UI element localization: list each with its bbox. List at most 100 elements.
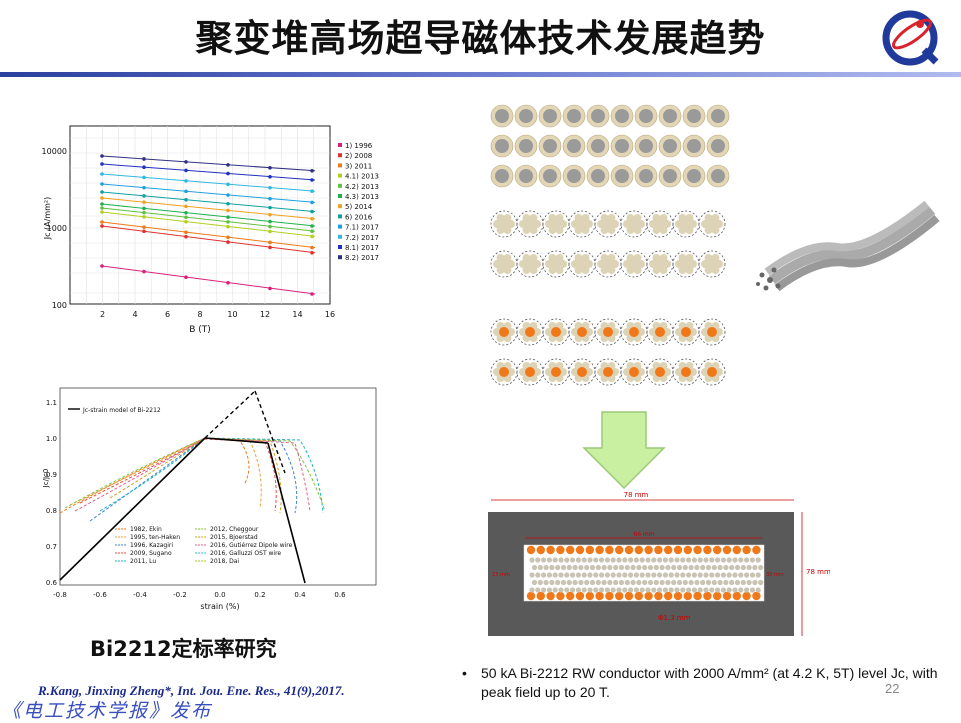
strand-wire	[574, 266, 583, 275]
inner-strand	[601, 579, 607, 586]
strain-data-curve	[69, 437, 262, 509]
strand-core	[639, 109, 653, 123]
inner-strand	[601, 564, 607, 571]
jc-series-line	[101, 191, 316, 213]
strand-core	[519, 109, 533, 123]
strand-wire	[607, 226, 616, 235]
jc-data-point	[142, 175, 146, 180]
strain-y-tick: 0.7	[46, 543, 57, 551]
strand-wire	[704, 253, 713, 262]
strand-wire	[701, 220, 709, 228]
inner-strand	[604, 557, 610, 563]
strand-wire	[533, 260, 541, 268]
jc-data-point	[226, 193, 230, 197]
strand-wire	[708, 260, 716, 268]
inner-strand	[566, 579, 572, 586]
inner-strand	[575, 587, 581, 593]
page-title: 聚变堆高场超导磁体技术发展趋势	[195, 17, 766, 60]
inner-strand	[755, 557, 761, 563]
outer-strand	[546, 591, 555, 601]
strain-x-tick: 0.2	[254, 591, 265, 599]
strain-data-curve	[64, 437, 326, 512]
strain-legend-entry: 2016, Galluzzi OST wire	[210, 550, 281, 557]
inner-strand	[732, 587, 738, 593]
strand-core	[543, 169, 557, 183]
inner-strand	[616, 587, 622, 593]
jc-data-point	[100, 202, 104, 206]
strand-wire	[630, 260, 638, 268]
inner-strand	[680, 587, 686, 593]
inner-strand	[717, 564, 723, 571]
jc-data-point	[226, 281, 230, 285]
inner-strand	[694, 579, 700, 586]
jc-data-point	[100, 224, 104, 228]
inner-strand	[587, 557, 593, 563]
strand-wire	[545, 368, 553, 376]
inner-strand	[752, 579, 758, 586]
strand-wire	[633, 226, 642, 235]
outer-strand	[644, 545, 653, 555]
strand-wire	[548, 213, 557, 222]
strand-core	[543, 109, 557, 123]
jc-data-point	[100, 196, 104, 200]
inner-strand	[529, 587, 535, 593]
strand-core	[495, 139, 509, 153]
jc-data-point	[142, 194, 146, 198]
strand-wire	[571, 260, 579, 268]
jc-legend-entry: 7.1) 2017	[345, 224, 379, 232]
strand-wire	[555, 213, 564, 222]
strand-wire	[548, 226, 557, 235]
jc-data-point	[184, 215, 188, 220]
jc-series-line	[101, 211, 316, 237]
outer-strand	[595, 545, 604, 555]
strand-wire	[519, 328, 527, 336]
inner-strand	[651, 557, 657, 563]
strand-wire	[623, 368, 631, 376]
inner-strand	[723, 564, 729, 571]
strand-wire	[675, 328, 683, 336]
outer-strand	[664, 545, 673, 555]
outer-strand	[546, 545, 555, 555]
inner-strand	[628, 587, 634, 593]
jc-data-point	[184, 179, 188, 183]
inner-strand	[645, 587, 651, 593]
inner-strand	[607, 579, 613, 586]
jc-ylabel: Jc (A/mm²)	[43, 197, 52, 241]
strand-wire	[552, 260, 560, 268]
strand-orange-core	[577, 367, 587, 377]
jc-legend-marker	[338, 194, 342, 198]
strand-wire	[685, 213, 694, 222]
jc-data-point	[226, 208, 230, 213]
inner-strand	[720, 572, 726, 578]
strand-wire	[529, 226, 538, 235]
inner-strand	[697, 572, 703, 578]
strand-wire	[689, 260, 697, 268]
strand-wire	[585, 328, 593, 336]
inner-strand	[653, 564, 659, 571]
strand-wire	[545, 328, 553, 336]
inner-strand	[703, 572, 709, 578]
inner-strand	[744, 587, 750, 593]
inner-strand	[662, 572, 668, 578]
strand-core	[615, 169, 629, 183]
inner-strand	[552, 587, 558, 593]
inner-strand	[529, 572, 535, 578]
inner-strand	[549, 579, 555, 586]
strand-wire	[633, 253, 642, 262]
jc-series-line	[101, 207, 316, 232]
outer-strand	[742, 545, 751, 555]
strand-wire	[711, 253, 720, 262]
strand-wire	[500, 260, 508, 268]
inner-strand	[560, 579, 567, 586]
inner-strand	[599, 557, 605, 563]
jc-x-tick: 16	[325, 310, 335, 319]
inner-strand	[636, 564, 642, 571]
inner-strand	[613, 579, 619, 586]
jc-data-point	[310, 229, 314, 233]
inner-strand	[570, 587, 576, 593]
inner-strand	[570, 572, 576, 578]
inner-strand	[560, 564, 567, 571]
strand-wire	[682, 220, 690, 228]
jc-data-point	[142, 185, 146, 190]
strand-wire	[711, 266, 720, 275]
